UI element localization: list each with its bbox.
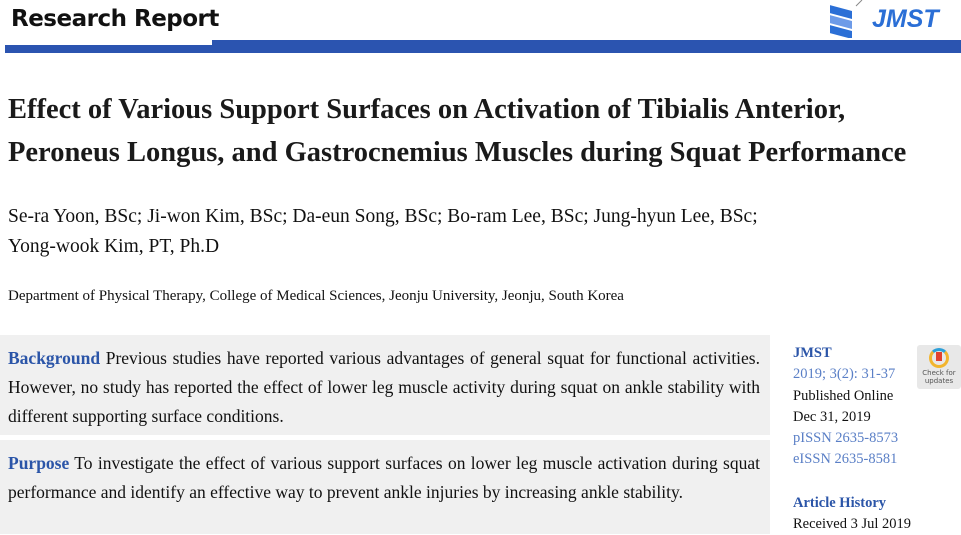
section-label: Research Report: [11, 6, 219, 32]
title-line: Peroneus Longus, and Gastrocnemius Muscl…: [8, 137, 907, 168]
book-stack-icon: [830, 0, 863, 38]
background-label: Background: [8, 348, 101, 368]
journal-name: JMST: [793, 345, 832, 361]
journal-logo: JMST: [826, 0, 939, 38]
published-date: Dec 31, 2019: [793, 408, 871, 425]
bookmark-icon: [929, 348, 949, 368]
purpose-text: To investigate the effect of various sup…: [8, 453, 760, 502]
author-line: Se-ra Yoon, BSc; Ji-won Kim, BSc; Da-eun…: [8, 206, 758, 227]
background-text: Previous studies have reported various a…: [8, 348, 760, 426]
published-label: Published Online: [793, 387, 894, 404]
check-updates-label: Check for updates: [922, 369, 956, 385]
author-line: Yong-wook Kim, PT, Ph.D: [8, 236, 220, 257]
check-for-updates-button[interactable]: Check for updates: [917, 345, 961, 389]
pissn: pISSN 2635-8573: [793, 430, 899, 447]
header-bar: [212, 40, 961, 46]
abstract-purpose: Purpose To investigate the effect of var…: [0, 440, 770, 534]
eissn: eISSN 2635-8581: [793, 451, 898, 468]
journal-logo-text: JMST: [872, 4, 939, 33]
purpose-label: Purpose: [8, 453, 70, 473]
article-sidebar: JMST 2019; 3(2): 31-37 Published Online …: [793, 343, 911, 535]
citation-link[interactable]: 2019; 3(2): 31-37: [793, 366, 896, 383]
received-date: Received 3 Jul 2019: [793, 516, 911, 533]
header-bar-lower: [5, 45, 961, 53]
title-line: Effect of Various Support Surfaces on Ac…: [8, 94, 846, 125]
paper-title: Effect of Various Support Surfaces on Ac…: [8, 88, 958, 174]
authors: Se-ra Yoon, BSc; Ji-won Kim, BSc; Da-eun…: [8, 202, 758, 262]
affiliation: Department of Physical Therapy, College …: [8, 288, 624, 304]
article-history-heading: Article History: [793, 494, 887, 511]
abstract-background: Background Previous studies have reporte…: [0, 335, 770, 435]
